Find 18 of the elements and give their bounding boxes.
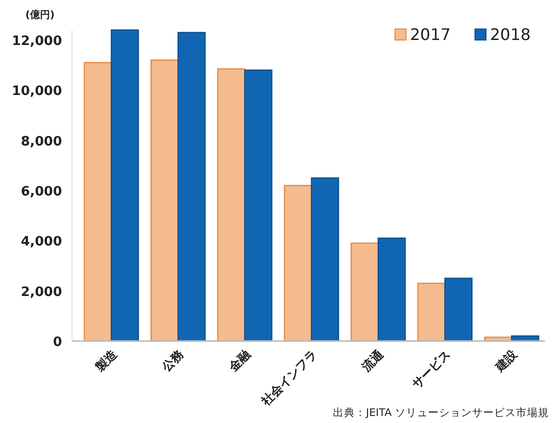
y-tick-label: 4,000 bbox=[20, 234, 62, 250]
y-tick-label: 6,000 bbox=[20, 184, 62, 200]
x-tick-label: サービス bbox=[409, 347, 454, 392]
x-tick-label: 社会インフラ bbox=[258, 347, 320, 409]
y-tick-label: 2,000 bbox=[20, 284, 62, 300]
source-note: 出典：JEITA ソリューションサービス市場規 bbox=[333, 406, 549, 419]
y-axis-title: (億円) bbox=[25, 9, 55, 21]
legend-label: 2018 bbox=[490, 25, 531, 44]
y-tick-label: 10,000 bbox=[12, 84, 62, 100]
x-tick-label: 製造 bbox=[92, 346, 120, 375]
legend-label: 2017 bbox=[410, 25, 451, 44]
x-tick-label: 公務 bbox=[158, 346, 187, 375]
y-tick-label: 12,000 bbox=[12, 34, 62, 50]
x-tick-label: 建設 bbox=[492, 346, 520, 375]
x-tick-label: 金融 bbox=[225, 346, 254, 375]
y-tick-label: 0 bbox=[52, 335, 62, 350]
y-tick-label: 8,000 bbox=[20, 134, 62, 150]
x-tick-label: 流通 bbox=[358, 346, 388, 375]
